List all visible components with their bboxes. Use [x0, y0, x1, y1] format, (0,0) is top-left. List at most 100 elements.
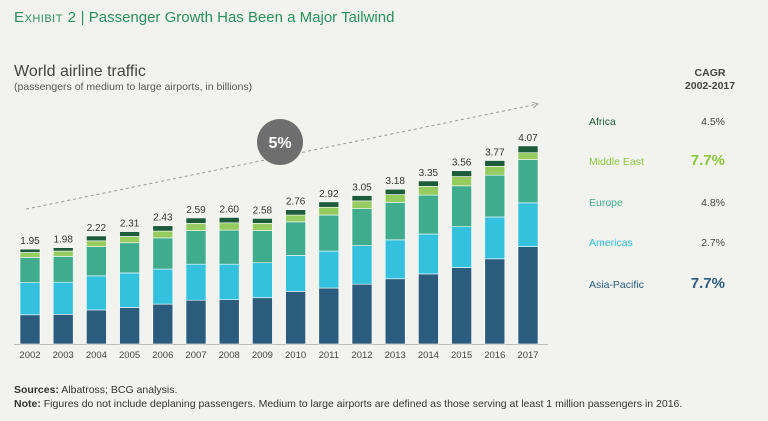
bar-middle-east-2010 — [285, 214, 306, 223]
x-tick-2002: 2002 — [19, 350, 40, 361]
bar-middle-east-2017 — [517, 152, 539, 160]
bar-europe-2008 — [218, 229, 240, 265]
bar-africa-2012 — [351, 195, 373, 202]
bar-asia-pacific-2002 — [19, 314, 41, 345]
bar-americas-2011 — [318, 250, 340, 289]
bar-europe-2006 — [152, 237, 174, 270]
sources-line: Sources: Albatross; BCG analysis. — [14, 383, 682, 397]
x-tick-2007: 2007 — [185, 350, 206, 361]
bar-europe-2002 — [19, 257, 41, 283]
bar-africa-2010 — [285, 209, 306, 216]
bar-europe-2011 — [318, 214, 340, 252]
bar-africa-2007 — [185, 217, 207, 224]
bar-middle-east-2008 — [218, 222, 240, 231]
x-tick-2017: 2017 — [517, 350, 538, 361]
bar-africa-2015 — [451, 170, 472, 177]
bar-americas-2017 — [517, 202, 539, 247]
legend-middle-east: Middle East 7.7% — [589, 152, 729, 172]
bar-americas-2007 — [185, 263, 207, 301]
bar-asia-pacific-2010 — [285, 291, 306, 345]
stacked-bar-chart: 5% 1.95 2002 1.98 2003 2.22 2004 2.31 2005 2.43 20… — [14, 101, 548, 361]
total-label-2013: 3.18 — [385, 176, 405, 187]
bar-americas-2015 — [451, 226, 472, 268]
bar-middle-east-2002 — [19, 252, 41, 258]
bar-africa-2004 — [86, 235, 107, 242]
bar-asia-pacific-2014 — [418, 273, 439, 345]
cagr-value-middle-east: 7.7% — [690, 152, 725, 169]
bar-americas-2006 — [152, 268, 174, 305]
chart-title: World airline traffic — [14, 63, 146, 80]
bar-asia-pacific-2011 — [318, 287, 340, 345]
bar-europe-2013 — [384, 202, 406, 241]
bar-europe-2012 — [351, 208, 373, 246]
bar-africa-2016 — [484, 160, 506, 167]
bar-americas-2002 — [19, 282, 41, 316]
bar-asia-pacific-2009 — [252, 297, 273, 345]
bar-africa-2008 — [218, 217, 240, 224]
cagr-heading-line1: CAGR — [694, 67, 726, 79]
bar-asia-pacific-2003 — [52, 314, 74, 345]
bar-africa-2013 — [384, 188, 406, 195]
cagr-value-americas: 2.7% — [701, 237, 725, 249]
x-tick-2011: 2011 — [319, 350, 339, 361]
exhibit-header: Exhibit 2 | Passenger Growth Has Been a … — [14, 9, 394, 26]
total-label-2003: 1.98 — [53, 235, 73, 246]
bar-europe-2004 — [86, 246, 107, 277]
total-label-2002: 1.95 — [20, 236, 40, 247]
bar-africa-2017 — [517, 145, 539, 154]
total-label-2014: 3.35 — [419, 168, 439, 179]
x-tick-2015: 2015 — [451, 350, 472, 361]
legend-label-middle-east: Middle East — [589, 156, 644, 168]
x-tick-2009: 2009 — [252, 350, 273, 361]
x-tick-2006: 2006 — [152, 350, 173, 361]
bar-africa-2005 — [119, 231, 140, 237]
chart-subtitle: (passengers of medium to large airports,… — [14, 81, 253, 93]
total-label-2006: 2.43 — [153, 213, 173, 224]
legend-europe: Europe 4.8% — [589, 193, 729, 213]
cagr-annotation: 5% — [268, 135, 291, 152]
x-tick-2008: 2008 — [219, 350, 240, 361]
bar-africa-2014 — [418, 180, 439, 187]
bar-africa-2009 — [252, 218, 273, 224]
bar-africa-2006 — [152, 225, 174, 232]
bar-americas-2013 — [384, 239, 406, 280]
bar-middle-east-2015 — [451, 176, 472, 187]
note-label: Note: — [14, 398, 41, 410]
total-label-2008: 2.60 — [219, 204, 239, 215]
cagr-heading-line2: 2002-2017 — [684, 80, 736, 92]
exhibit-label: Exhibit 2 — [14, 9, 77, 26]
total-label-2007: 2.59 — [186, 205, 206, 216]
bar-americas-2014 — [418, 233, 439, 275]
total-label-2017: 4.07 — [518, 133, 538, 144]
bar-middle-east-2006 — [152, 230, 174, 239]
cagr-value-asia-pacific: 7.7% — [690, 275, 725, 292]
total-label-2010: 2.76 — [286, 197, 306, 208]
total-label-2016: 3.77 — [485, 148, 505, 159]
total-label-2004: 2.22 — [87, 223, 107, 234]
bar-africa-2003 — [52, 247, 74, 252]
bar-europe-2015 — [451, 185, 472, 228]
total-label-2005: 2.31 — [120, 219, 140, 230]
total-label-2011: 2.92 — [319, 189, 339, 200]
bar-europe-2005 — [119, 242, 140, 274]
bar-asia-pacific-2013 — [384, 278, 406, 345]
cagr-value-africa: 4.5% — [701, 116, 725, 128]
bar-europe-2010 — [285, 221, 306, 256]
bar-middle-east-2011 — [318, 206, 340, 216]
bar-asia-pacific-2004 — [86, 309, 107, 345]
bar-europe-2003 — [52, 256, 74, 283]
cagr-value-europe: 4.8% — [701, 197, 725, 209]
x-tick-2012: 2012 — [351, 350, 372, 361]
bar-asia-pacific-2017 — [517, 246, 539, 345]
bar-asia-pacific-2008 — [218, 299, 240, 345]
bar-asia-pacific-2015 — [451, 267, 472, 345]
x-tick-2005: 2005 — [119, 350, 140, 361]
x-tick-2004: 2004 — [86, 350, 107, 361]
legend-africa: Africa 4.5% — [589, 112, 729, 132]
bar-europe-2017 — [517, 159, 539, 204]
bar-americas-2004 — [86, 275, 107, 311]
bar-americas-2005 — [119, 272, 140, 308]
x-tick-2013: 2013 — [385, 350, 406, 361]
cagr-heading: CAGR 2002-2017 — [670, 67, 750, 93]
trend-arrowhead — [532, 101, 540, 109]
